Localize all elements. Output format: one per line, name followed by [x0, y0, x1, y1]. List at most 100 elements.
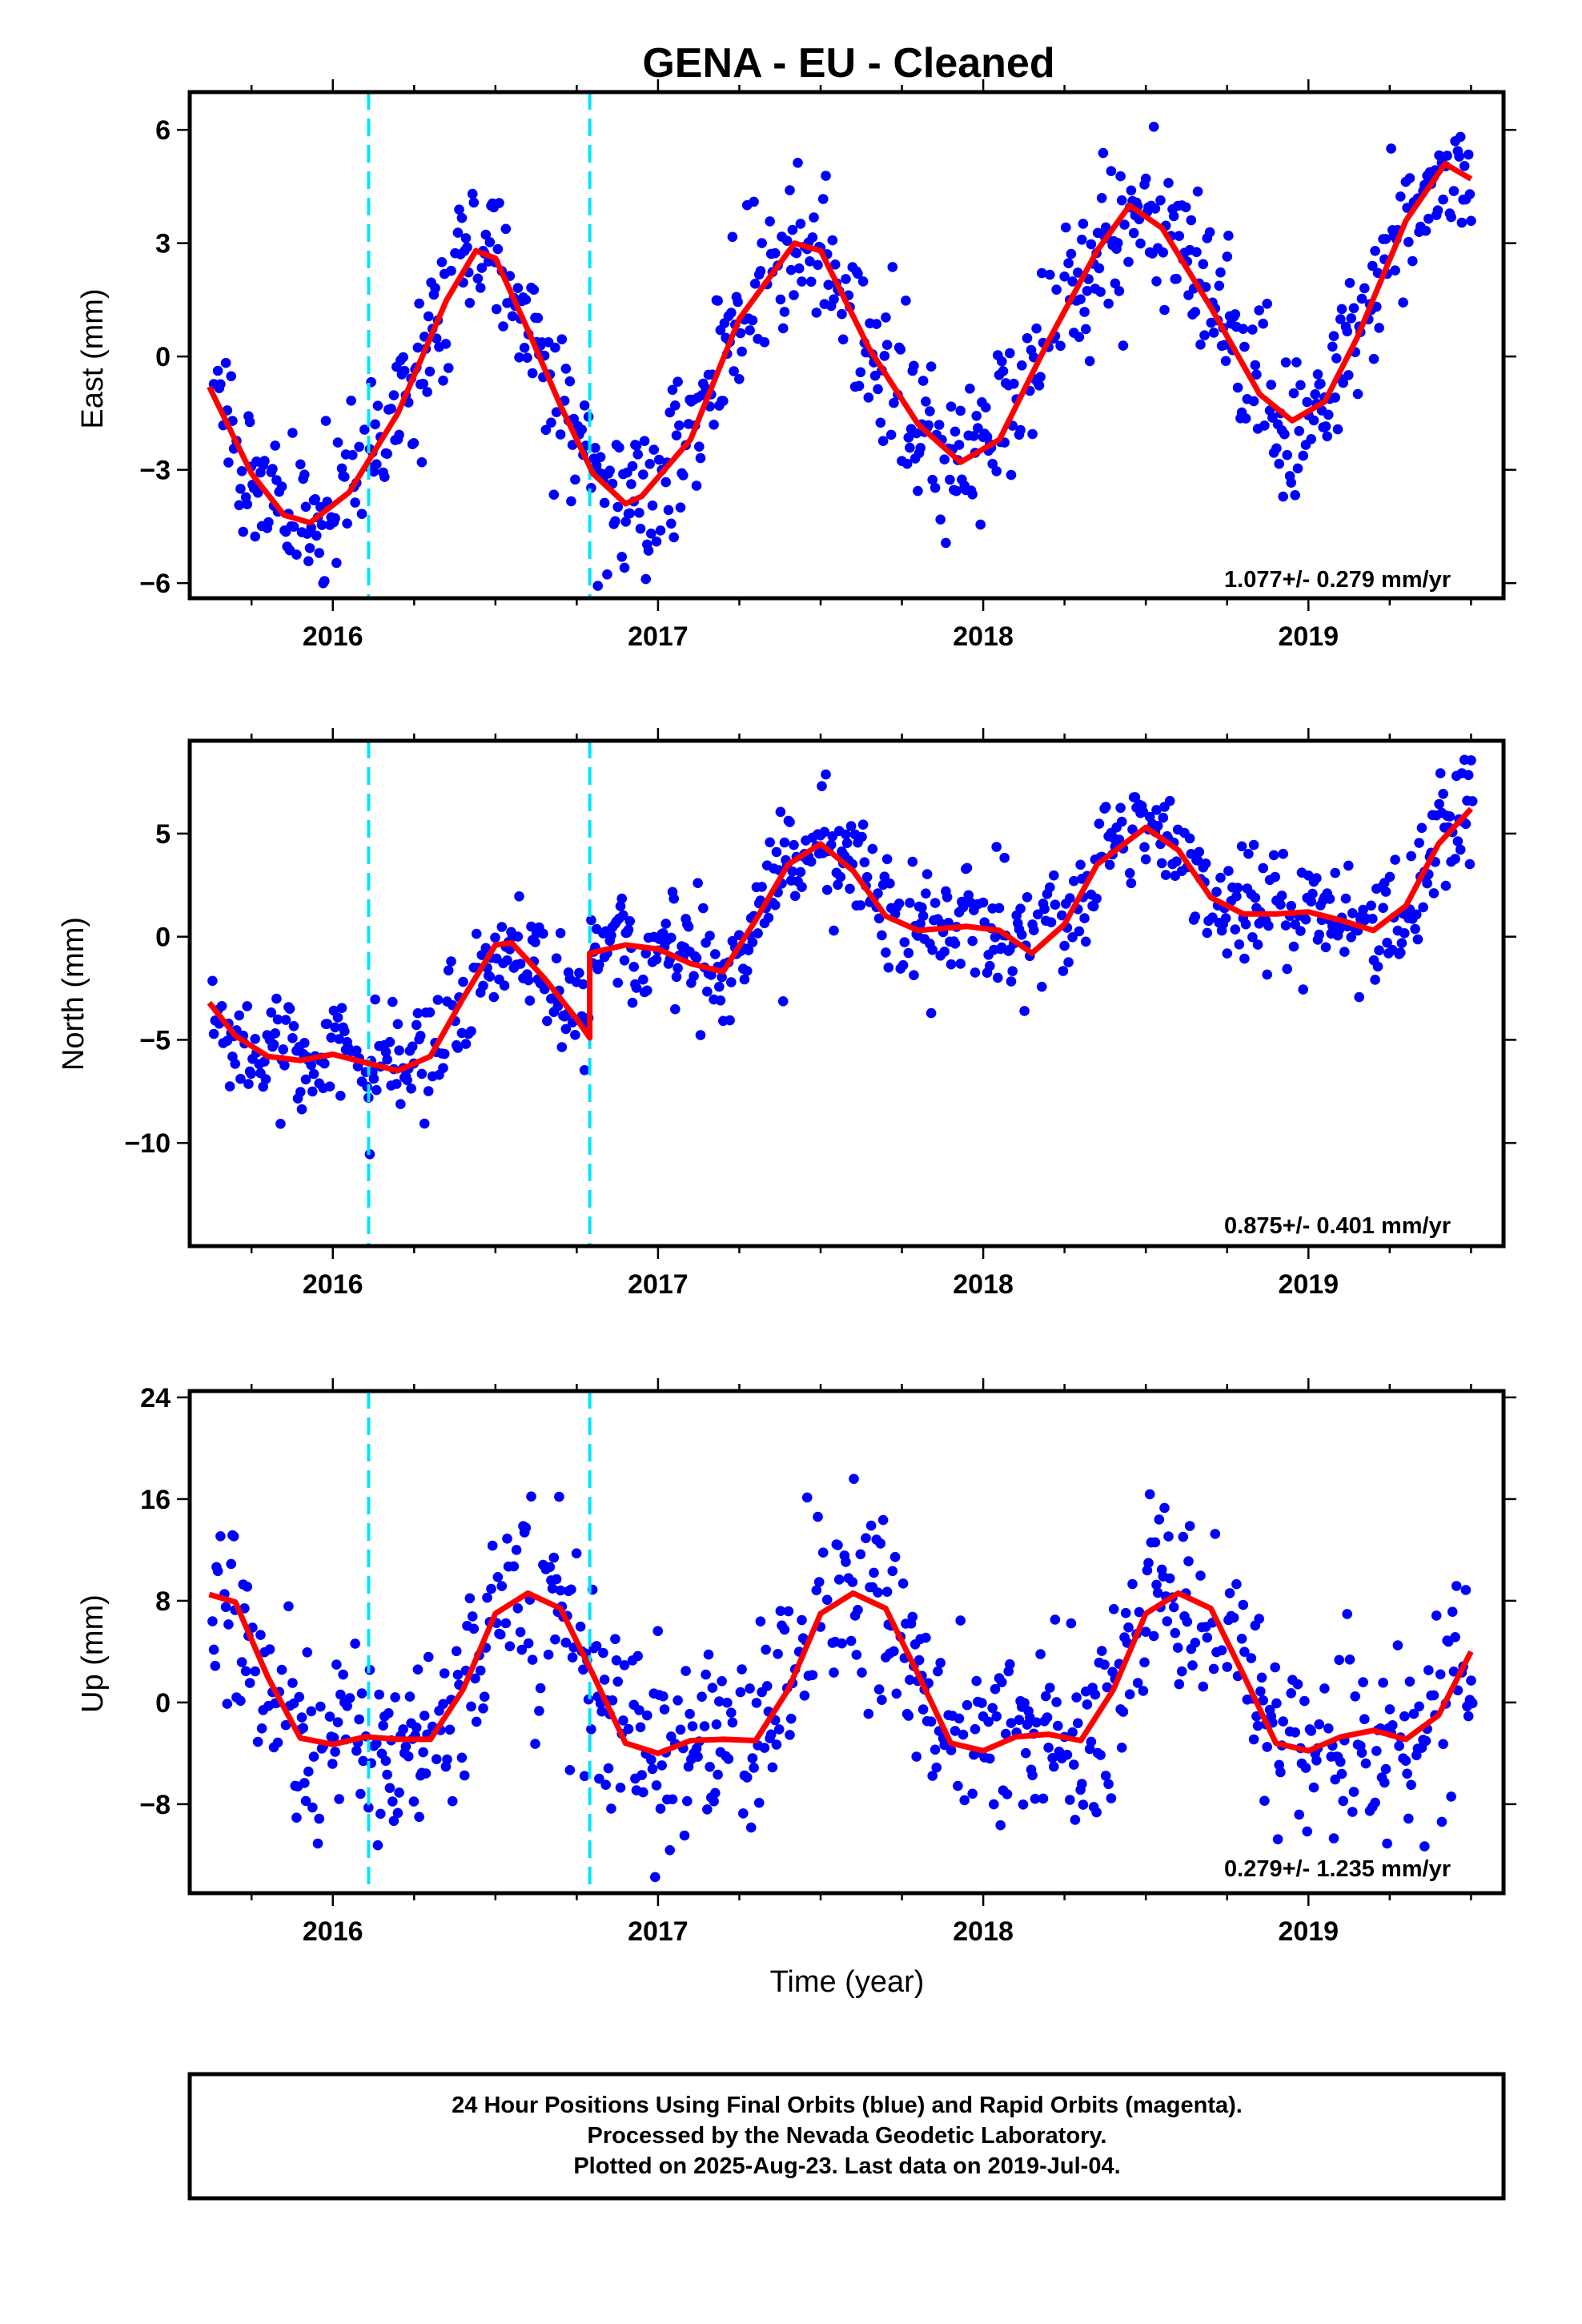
east-data-point: [1214, 280, 1225, 292]
up-data-point: [459, 1770, 470, 1781]
east-data-point: [967, 489, 978, 500]
east-data-point: [215, 379, 226, 390]
east-data-point: [927, 474, 938, 485]
up-data-point: [1073, 1718, 1083, 1729]
up-data-point: [210, 1660, 221, 1671]
north-data-point: [1250, 892, 1261, 903]
up-data-point: [877, 1514, 889, 1526]
east-data-point: [1114, 286, 1125, 296]
east-data-point: [1330, 392, 1340, 403]
north-data-point: [1466, 755, 1476, 766]
north-data-point: [1045, 882, 1055, 893]
east-data-point: [1251, 369, 1262, 380]
east-data-point: [718, 396, 729, 407]
up-data-point: [1335, 1756, 1346, 1767]
east-data-point: [640, 573, 651, 585]
up-data-point: [578, 1664, 588, 1675]
east-data-point: [1254, 305, 1264, 316]
north-data-point: [706, 970, 717, 980]
up-data-point: [675, 1724, 686, 1735]
up-data-point: [1127, 1578, 1138, 1590]
north-data-point: [1063, 957, 1074, 967]
up-y-tick-label: 16: [140, 1485, 171, 1515]
north-data-point: [1367, 914, 1378, 924]
east-data-point: [399, 365, 410, 376]
up-data-point: [591, 1641, 602, 1651]
east-data-point: [350, 497, 360, 508]
east-data-point: [1238, 324, 1249, 335]
east-data-point: [1035, 372, 1046, 383]
east-data-point: [1367, 260, 1378, 271]
north-data-point: [691, 953, 702, 963]
up-data-point: [1224, 1588, 1235, 1598]
north-y-tick-label: 0: [155, 923, 171, 953]
east-data-point: [1290, 490, 1300, 501]
north-data-point: [224, 1081, 235, 1092]
north-data-point: [753, 928, 763, 939]
up-data-point: [1299, 1695, 1310, 1707]
up-data-point: [1170, 1627, 1181, 1638]
east-data-point: [1407, 255, 1418, 267]
up-data-point: [403, 1751, 414, 1762]
east-data-point: [1063, 258, 1074, 269]
up-data-point: [849, 1474, 859, 1484]
east-data-point: [941, 537, 951, 549]
east-data-point: [276, 481, 287, 492]
north-data-point: [873, 888, 883, 899]
north-data-point: [242, 1001, 253, 1011]
up-data-point: [711, 1719, 722, 1730]
north-data-point: [351, 1045, 362, 1056]
east-data-point: [807, 232, 818, 243]
east-data-point: [1081, 324, 1091, 335]
east-data-point: [299, 469, 310, 480]
up-data-point: [745, 1683, 755, 1694]
up-data-point: [1238, 1599, 1249, 1610]
east-data-point: [226, 371, 237, 382]
north-data-point: [779, 837, 790, 848]
up-data-point: [1178, 1531, 1189, 1542]
up-data-point: [737, 1664, 747, 1675]
east-data-point: [935, 514, 946, 525]
up-data-point: [710, 1787, 721, 1799]
east-data-point: [889, 397, 899, 408]
north-data-point: [1017, 930, 1027, 940]
east-data-point: [310, 494, 321, 505]
north-data-point: [1211, 887, 1222, 897]
up-data-point: [1350, 1691, 1360, 1702]
north-data-point: [797, 882, 807, 892]
north-data-point: [1278, 848, 1288, 859]
east-data-point: [1359, 283, 1370, 294]
up-data-point: [745, 1822, 757, 1833]
east-data-point: [270, 440, 281, 451]
up-data-point: [1065, 1795, 1075, 1805]
east-data-point: [930, 482, 941, 493]
north-data-point: [670, 1003, 681, 1015]
east-data-point: [1066, 248, 1077, 259]
up-data-point: [970, 1723, 981, 1735]
up-data-point: [1302, 1826, 1312, 1837]
east-data-point: [540, 424, 552, 436]
up-data-point: [1038, 1793, 1049, 1804]
north-data-point: [335, 1091, 346, 1101]
east-data-point: [212, 365, 223, 376]
east-data-point: [438, 376, 448, 386]
east-data-point: [1302, 396, 1312, 408]
east-data-point: [841, 274, 851, 284]
east-data-point: [627, 460, 638, 472]
up-panel: 2016 2017 2018 2019 −8 0 8 16 24 Up (mm) 0.279+/…: [76, 1378, 1516, 1947]
north-data-point: [452, 1043, 464, 1053]
east-data-point: [1310, 389, 1320, 400]
east-data-point: [1420, 225, 1431, 236]
up-data-point: [636, 1770, 647, 1780]
east-data-point: [244, 416, 255, 428]
east-data-point: [1116, 195, 1127, 206]
north-data-point: [523, 975, 534, 986]
east-data-point: [729, 366, 739, 376]
east-data-point: [291, 549, 302, 560]
up-data-point: [442, 1754, 452, 1765]
east-data-point: [674, 420, 685, 431]
north-data-point: [710, 949, 721, 959]
north-data-point: [394, 1045, 404, 1055]
east-data-point: [242, 499, 253, 509]
up-data-point: [1414, 1701, 1424, 1712]
